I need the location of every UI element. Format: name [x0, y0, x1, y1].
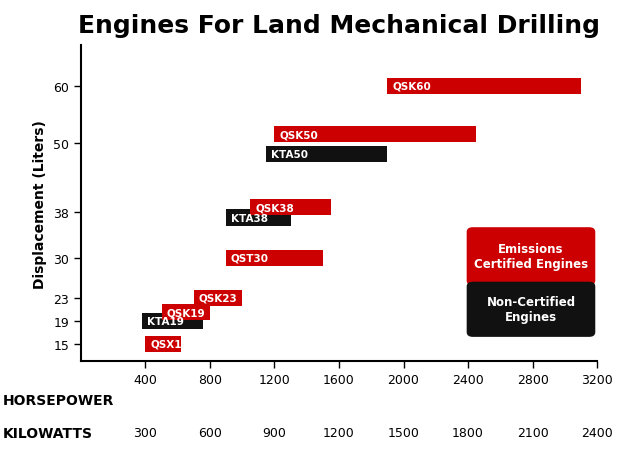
Text: 900: 900	[262, 426, 286, 439]
Bar	[388, 78, 581, 94]
Text: Emissions
Certified Engines: Emissions Certified Engines	[474, 243, 588, 271]
Bar	[226, 250, 323, 266]
Text: QSK60: QSK60	[392, 81, 431, 91]
Bar	[194, 290, 242, 306]
Text: QSK19: QSK19	[166, 307, 205, 318]
Text: 1200: 1200	[323, 426, 355, 439]
Text: HORSEPOWER: HORSEPOWER	[3, 394, 114, 407]
Bar	[142, 313, 203, 329]
Text: KTA19: KTA19	[147, 316, 184, 326]
Text: 2400: 2400	[581, 426, 613, 439]
Title: Engines For Land Mechanical Drilling: Engines For Land Mechanical Drilling	[78, 13, 600, 38]
Text: QSK23: QSK23	[198, 293, 238, 303]
Text: KTA38: KTA38	[231, 213, 268, 223]
Text: Non-Certified
Engines: Non-Certified Engines	[486, 296, 575, 324]
Text: KILOWATTS: KILOWATTS	[3, 426, 93, 440]
Text: QSX15: QSX15	[151, 339, 189, 349]
Text: QST30: QST30	[231, 253, 269, 263]
Text: QSK38: QSK38	[255, 203, 294, 213]
Text: 1500: 1500	[388, 426, 419, 439]
Bar	[162, 305, 210, 320]
Text: 600: 600	[198, 426, 222, 439]
Bar	[146, 336, 181, 352]
Bar	[274, 127, 476, 143]
Text: KTA50: KTA50	[271, 150, 309, 160]
Y-axis label: Displacement (Liters): Displacement (Liters)	[34, 119, 47, 288]
Text: QSK50: QSK50	[279, 130, 318, 140]
Text: 300: 300	[134, 426, 157, 439]
Text: 1800: 1800	[452, 426, 484, 439]
Text: 2100: 2100	[517, 426, 549, 439]
Bar	[266, 147, 388, 163]
Bar	[226, 210, 290, 226]
Bar	[250, 200, 331, 216]
